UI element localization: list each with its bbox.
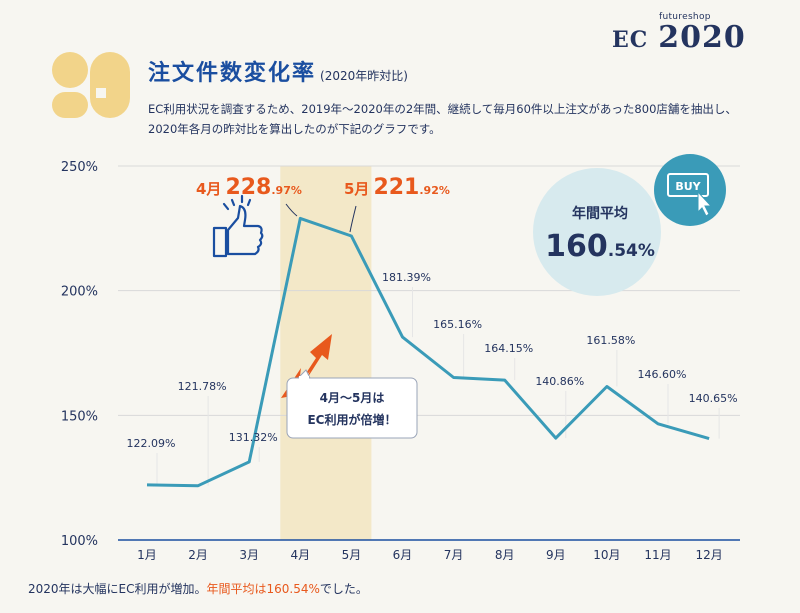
x-tick-label: 2月 [188, 548, 208, 562]
y-tick-label: 200% [61, 285, 98, 300]
buy-label: BUY [675, 180, 701, 193]
y-tick-label: 250% [61, 160, 98, 175]
footer-text: 2020年は大幅にEC利用が増加。 [28, 582, 207, 596]
peak-label-may: 5月 221.92% [344, 175, 450, 200]
thumbs-up-icon [212, 194, 264, 258]
brand-year: 2020 [658, 20, 746, 55]
peak-pointer [285, 203, 298, 217]
series-line [146, 216, 710, 488]
data-label: 131.32% [229, 431, 278, 444]
title-row: 注文件数変化率 (2020年昨対比) [148, 55, 408, 87]
data-label: 146.60% [638, 368, 687, 381]
data-label: 165.16% [433, 318, 482, 331]
data-label: 140.86% [535, 375, 584, 388]
page-title-note: (2020年昨対比) [320, 69, 408, 83]
callout-bubble: 4月～5月は EC利用が倍増！ [286, 369, 418, 439]
x-tick-label: 5月 [342, 548, 362, 562]
peak-int: 228 [225, 175, 271, 200]
x-tick-label: 11月 [644, 548, 671, 562]
x-tick-label: 12月 [695, 548, 722, 562]
section-number-logo [52, 52, 130, 118]
footer-tail: でした。 [319, 582, 368, 596]
peak-int: 221 [373, 175, 419, 200]
x-tick-label: 3月 [239, 548, 259, 562]
data-label: 140.65% [689, 392, 738, 405]
x-tick-label: 8月 [495, 548, 515, 562]
peak-dec: .97% [271, 184, 302, 197]
average-value-dec: .54% [608, 241, 655, 261]
average-value-int: 160 [545, 229, 608, 264]
page-title: 注文件数変化率 [148, 61, 317, 86]
average-label: 年間平均 [572, 205, 628, 222]
description-line: 2020年各月の昨対比を算出したのが下記のグラフです。 [148, 122, 441, 136]
x-tick-label: 1月 [137, 548, 157, 562]
x-tick-label: 4月 [290, 548, 310, 562]
y-tick-label: 150% [61, 409, 98, 424]
data-label: 161.58% [586, 334, 635, 347]
brand-tagline: futureshop [659, 12, 711, 22]
brand-ec: EC [612, 27, 649, 53]
peak-month: 4月 [196, 180, 221, 198]
peak-month: 5月 [344, 180, 369, 198]
callout-line: 4月～5月は [320, 391, 385, 405]
data-label: 121.78% [178, 380, 227, 393]
callout-line: EC利用が倍増！ [307, 412, 396, 427]
x-tick-label: 10月 [593, 548, 620, 562]
average-circle [533, 168, 661, 296]
buy-button-icon: BUY [654, 154, 726, 226]
peak-label-april: 4月 228.97% [196, 175, 302, 200]
data-label: 164.15% [484, 342, 533, 355]
y-tick-label: 100% [61, 534, 98, 549]
brand-logo: EC 2020 [612, 20, 746, 55]
footer-note: 2020年は大幅にEC利用が増加。年間平均は160.54%でした。 [28, 580, 368, 597]
x-tick-label: 7月 [444, 548, 464, 562]
peak-dec: .92% [419, 184, 450, 197]
description-line: EC利用状況を調査するため、2019年～2020年の2年間、継続して毎月60件以… [148, 102, 737, 116]
average-value: 160.54% [545, 229, 655, 264]
footer-highlight: 年間平均は160.54% [206, 582, 320, 596]
data-label: 181.39% [382, 271, 431, 284]
data-label: 122.09% [127, 437, 176, 450]
peak-pointer [349, 205, 357, 233]
x-tick-label: 9月 [546, 548, 566, 562]
x-tick-label: 6月 [393, 548, 413, 562]
description: EC利用状況を調査するため、2019年～2020年の2年間、継続して毎月60件以… [148, 99, 737, 139]
